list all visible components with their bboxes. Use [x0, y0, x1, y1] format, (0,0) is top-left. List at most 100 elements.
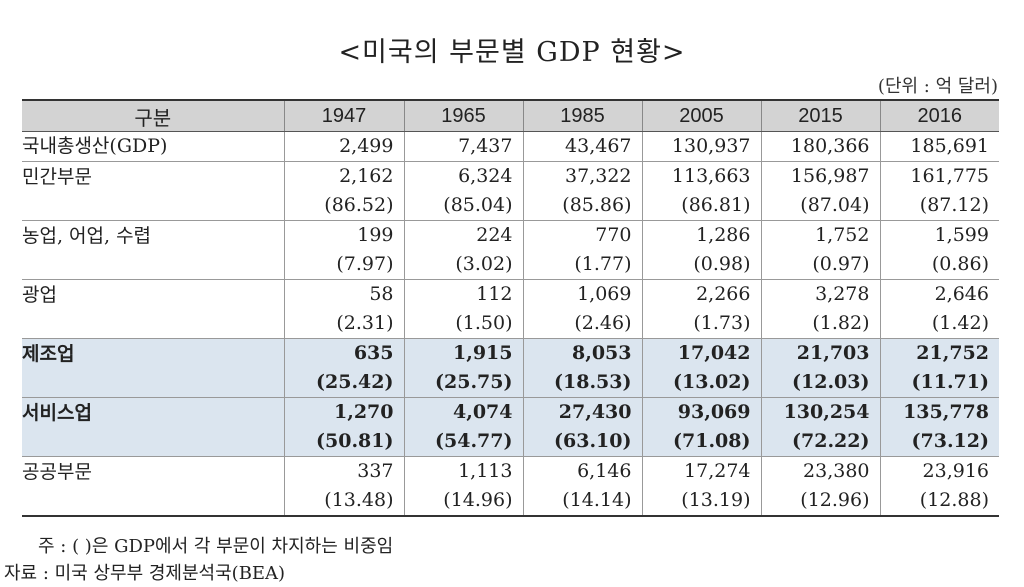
amount: 2,266: [696, 283, 751, 305]
share-percent: (0.86): [931, 253, 989, 275]
value-cell: 635 (25.42): [283, 338, 404, 398]
value-cell: 1,752 (0.97): [760, 220, 880, 280]
row-label: 민간부문: [22, 161, 284, 221]
share-percent: (14.14): [562, 489, 632, 511]
unit-label: (단위 : 억 달러): [877, 76, 998, 97]
value-cell: 2,646 (1.42): [879, 279, 999, 339]
value-cell: 23,380 (12.96): [760, 456, 880, 517]
value-cell: 43,467: [522, 131, 642, 162]
row-label: 국내총생산(GDP): [22, 131, 284, 162]
amount: 635: [353, 342, 394, 364]
value-cell: 130,254 (72.22): [760, 397, 880, 457]
amount: 135,778: [903, 401, 989, 423]
value-cell: 8,053 (18.53): [522, 338, 642, 398]
amount: 23,380: [803, 460, 870, 482]
amount: 1,752: [815, 224, 870, 246]
row-label: 공공부문: [22, 456, 284, 517]
share-percent: (0.98): [693, 253, 751, 275]
value-cell: 112 (1.50): [403, 279, 523, 339]
amount: 199: [357, 224, 394, 246]
share-percent: (1.77): [574, 253, 632, 275]
share-percent: (2.46): [574, 312, 632, 334]
value-cell: 58 (2.31): [283, 279, 404, 339]
table-row: 광업 58 (2.31) 112 (1.50) 1,069 (2.46) 2,266 (1.73…: [22, 279, 999, 339]
value-cell: 1,270 (50.81): [283, 397, 404, 457]
amount: 1,599: [934, 224, 989, 246]
value-cell: 17,274 (13.19): [641, 456, 761, 517]
share-percent: (1.42): [931, 312, 989, 334]
value-cell: 185,691: [879, 131, 999, 162]
share-percent: (54.77): [435, 430, 513, 452]
share-percent: (63.10): [554, 430, 632, 452]
value-cell: 770 (1.77): [522, 220, 642, 280]
amount: 1,286: [696, 224, 751, 246]
share-percent: (14.96): [443, 489, 513, 511]
amount: 113,663: [671, 165, 751, 187]
value-cell: 135,778 (73.12): [879, 397, 999, 457]
amount: 93,069: [677, 401, 751, 423]
source-note: 자료 : 미국 상무부 경제분석국(BEA): [4, 563, 286, 584]
value-cell: 161,775 (87.12): [879, 161, 999, 221]
value-cell: 21,703 (12.03): [760, 338, 880, 398]
value-cell: 21,752 (11.71): [879, 338, 999, 398]
row-label: 광업: [22, 279, 284, 339]
header-year: 2015: [760, 99, 880, 132]
table-row: 민간부문 2,162 (86.52) 6,324 (85.04) 37,322 (85.86…: [22, 161, 999, 221]
header-year: 2005: [641, 99, 761, 132]
row-label: 농업, 어업, 수렵: [22, 220, 284, 280]
value-cell: 156,987 (87.04): [760, 161, 880, 221]
header-year: 1965: [403, 99, 523, 132]
value-cell: 3,278 (1.82): [760, 279, 880, 339]
value-cell: 2,266 (1.73): [641, 279, 761, 339]
share-percent: (71.08): [673, 430, 751, 452]
share-percent: (87.12): [919, 194, 989, 216]
amount: 17,274: [684, 460, 751, 482]
value-cell: 23,916 (12.88): [879, 456, 999, 517]
amount: 6,324: [458, 165, 513, 187]
header-category: 구분: [22, 99, 284, 132]
amount: 1,270: [334, 401, 394, 423]
amount: 161,775: [910, 165, 989, 187]
value-cell: 6,146 (14.14): [522, 456, 642, 517]
amount: 37,322: [565, 165, 632, 187]
share-percent: (3.02): [455, 253, 513, 275]
share-percent: (13.48): [324, 489, 394, 511]
value-cell: 337 (13.48): [283, 456, 404, 517]
table-row: 농업, 어업, 수렵 199 (7.97) 224 (3.02) 770 (1.77) 1,2…: [22, 220, 999, 280]
share-percent: (86.52): [324, 194, 394, 216]
value-cell: 1,113 (14.96): [403, 456, 523, 517]
value-cell: 130,937: [641, 131, 761, 162]
amount: 8,053: [572, 342, 632, 364]
value-cell: 199 (7.97): [283, 220, 404, 280]
amount: 3,278: [815, 283, 870, 305]
share-percent: (73.12): [911, 430, 989, 452]
share-percent: (13.02): [673, 371, 751, 393]
share-percent: (85.86): [562, 194, 632, 216]
share-percent: (1.82): [812, 312, 870, 334]
share-percent: (1.50): [455, 312, 513, 334]
amount: 2,162: [339, 165, 394, 187]
value-cell: 2,499: [283, 131, 404, 162]
amount: 156,987: [790, 165, 870, 187]
value-cell: 2,162 (86.52): [283, 161, 404, 221]
share-percent: (11.71): [911, 371, 989, 393]
amount: 224: [476, 224, 513, 246]
share-percent: (25.75): [435, 371, 513, 393]
amount: 130,254: [783, 401, 870, 423]
share-percent: (72.22): [792, 430, 870, 452]
share-percent: (25.42): [316, 371, 394, 393]
share-percent: (12.03): [792, 371, 870, 393]
header-year: 2016: [879, 99, 999, 132]
share-percent: (50.81): [316, 430, 394, 452]
amount: 2,646: [934, 283, 989, 305]
table-row: 국내총생산(GDP) 2,499 7,437 43,467 130,937 180,366…: [22, 131, 999, 162]
table-row: 서비스업 1,270 (50.81) 4,074 (54.77) 27,430 (63.10…: [22, 397, 999, 457]
value-cell: 37,322 (85.86): [522, 161, 642, 221]
value-cell: 93,069 (71.08): [641, 397, 761, 457]
share-percent: (18.53): [554, 371, 632, 393]
share-percent: (0.97): [812, 253, 870, 275]
value-cell: 1,599 (0.86): [879, 220, 999, 280]
row-label: 제조업: [22, 338, 284, 398]
share-percent: (12.96): [800, 489, 870, 511]
amount: 770: [595, 224, 632, 246]
